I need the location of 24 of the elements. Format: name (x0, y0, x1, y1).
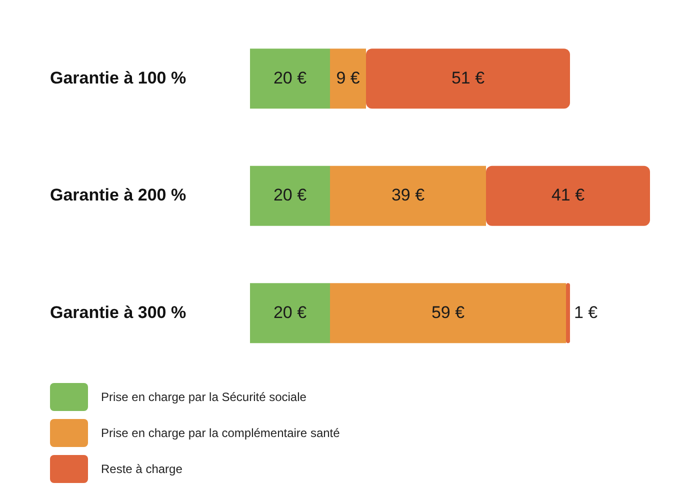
data-label: 59 € (431, 302, 466, 322)
data-label: 20 € (273, 186, 308, 205)
data-label: 1 € (574, 302, 598, 322)
bar (330, 166, 486, 226)
bar (250, 48, 330, 109)
y-tick-label: Garantie à 100 % (50, 68, 186, 88)
y-tick-label: Garantie à 300 % (50, 302, 186, 322)
bar (486, 166, 650, 226)
bar (366, 48, 570, 109)
data-label: 41 € (551, 186, 586, 205)
legend-label: Reste à charge (101, 462, 182, 476)
data-label: 20 € (273, 302, 308, 322)
bar (250, 283, 330, 344)
bar (566, 283, 570, 344)
bar (330, 48, 366, 109)
data-label: 9 € (336, 68, 360, 88)
bar (250, 166, 330, 226)
bar (330, 283, 566, 344)
y-tick-label: Garantie à 200 % (50, 186, 186, 205)
legend-label: Prise en charge par la complémentaire santé (101, 426, 340, 440)
legend-label: Prise en charge par la Sécurité sociale (101, 390, 306, 404)
data-label: 39 € (391, 186, 426, 205)
data-label: 20 € (273, 68, 308, 88)
data-label: 51 € (451, 68, 486, 88)
